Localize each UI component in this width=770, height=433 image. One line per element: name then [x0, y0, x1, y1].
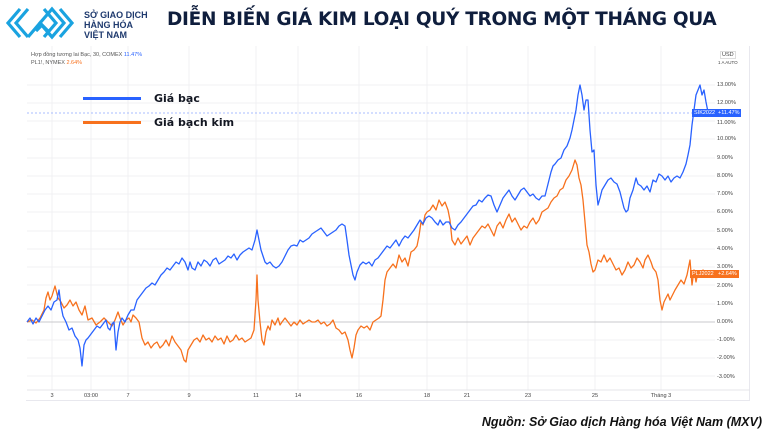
y-tick: 2.00%: [717, 283, 733, 289]
legend-item-platinum: Giá bạch kim: [83, 110, 234, 134]
y-tick: 3.00%: [717, 264, 733, 270]
y-tick: 0.00%: [717, 319, 733, 325]
platinum-info-row: PL1!, NYMEX 2.64%: [31, 59, 142, 67]
logo-line-1: SỞ GIAO DỊCH: [84, 10, 148, 20]
y-tick: 8.00%: [717, 173, 733, 179]
platinum-symbol-tag: PLJ2022: [690, 270, 716, 278]
currency-label[interactable]: USD: [720, 51, 736, 59]
silver-info-value: 11.47%: [123, 52, 143, 58]
x-tick: 21: [463, 393, 471, 399]
y-tick: 10.00%: [717, 136, 736, 142]
series-info: Hợp đồng tương lai Bạc, 30, COMEX 11.47%…: [31, 51, 142, 67]
logo-line-2: HÀNG HÓA: [84, 20, 133, 30]
platinum-info-label: PL1!, NYMEX: [31, 60, 65, 66]
silver-symbol-tag: SIK2022: [692, 109, 718, 117]
silver-info-row: Hợp đồng tương lai Bạc, 30, COMEX 11.47%: [31, 51, 142, 59]
y-tick: 6.00%: [717, 209, 733, 215]
x-tick: 18: [423, 393, 431, 399]
y-tick: 13.00%: [717, 82, 736, 88]
y-tick: 1.00%: [717, 301, 733, 307]
x-tick: 14: [294, 393, 302, 399]
y-tick: 11.00%: [717, 120, 736, 126]
y-tick: 4.00%: [717, 246, 733, 252]
y-tick: 5.00%: [717, 228, 733, 234]
x-tick: 11: [253, 393, 259, 399]
grid-lines: [27, 46, 715, 390]
chart-frame: [26, 46, 750, 401]
x-tick: 23: [524, 393, 532, 399]
mxv-logo: SỞ GIAO DỊCH HÀNG HÓA VIỆT NAM: [6, 6, 166, 40]
logo-line-3: VIỆT NAM: [84, 30, 128, 40]
y-tick: -3.00%: [717, 374, 735, 380]
legend-swatch-platinum: [83, 120, 141, 124]
platinum-line: [26, 159, 716, 363]
mxv-logo-icon: [6, 6, 75, 40]
chart-legend: Giá bạc Giá bạch kim: [83, 86, 234, 134]
scale-mode-label[interactable]: 1 A AUTO: [718, 60, 738, 65]
y-tick: -1.00%: [717, 337, 735, 343]
platinum-info-value: 2.64%: [66, 60, 83, 66]
legend-swatch-silver: [83, 96, 141, 100]
x-tick: 25: [591, 393, 599, 399]
page-title: DIỄN BIẾN GIÁ KIM LOẠI QUÝ TRONG MỘT THÁ…: [167, 9, 717, 30]
x-tick: 9: [187, 393, 191, 399]
x-tick: 03:00: [84, 393, 98, 399]
y-tick: 9.00%: [717, 155, 733, 161]
y-tick: -2.00%: [717, 355, 735, 361]
y-tick: 12.00%: [717, 100, 736, 106]
x-tick: 7: [126, 393, 130, 399]
legend-label-silver: Giá bạc: [154, 91, 200, 105]
logo-text: SỞ GIAO DỊCH HÀNG HÓA VIỆT NAM: [84, 10, 148, 40]
legend-label-platinum: Giá bạch kim: [154, 115, 235, 129]
silver-value-tag: +11.47%: [716, 109, 742, 117]
x-tick: 3: [50, 393, 54, 399]
silver-line: [26, 84, 709, 367]
legend-item-silver: Giá bạc: [83, 86, 234, 110]
x-tick: Tháng 3: [650, 393, 672, 399]
x-tick: 16: [355, 393, 363, 399]
y-tick: 7.00%: [717, 191, 733, 197]
silver-info-label: Hợp đồng tương lai Bạc, 30, COMEX: [31, 52, 123, 58]
platinum-value-tag: +2.64%: [716, 270, 739, 278]
source-caption: Nguồn: Sở Giao dịch Hàng hóa Việt Nam (M…: [481, 415, 762, 429]
